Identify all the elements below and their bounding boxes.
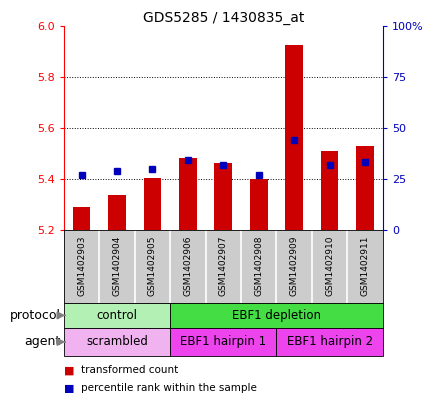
Text: GSM1402905: GSM1402905	[148, 236, 157, 296]
Text: percentile rank within the sample: percentile rank within the sample	[81, 383, 257, 393]
Bar	[321, 151, 338, 230]
Bar	[276, 328, 383, 356]
Text: GSM1402904: GSM1402904	[113, 236, 121, 296]
Text: EBF1 depletion: EBF1 depletion	[232, 309, 321, 322]
Bar	[64, 303, 170, 328]
Bar	[170, 328, 276, 356]
Text: control: control	[96, 309, 137, 322]
Bar	[73, 207, 90, 230]
Title: GDS5285 / 1430835_at: GDS5285 / 1430835_at	[143, 11, 304, 24]
Text: GSM1402910: GSM1402910	[325, 236, 334, 296]
Text: protocol: protocol	[10, 309, 61, 322]
Text: transformed count: transformed count	[81, 365, 178, 375]
Bar	[64, 328, 170, 356]
Bar	[179, 158, 197, 230]
Bar	[214, 163, 232, 230]
Bar	[108, 195, 126, 230]
Bar	[170, 303, 383, 328]
Text: ■: ■	[64, 365, 74, 375]
Text: GSM1402903: GSM1402903	[77, 236, 86, 296]
Text: GSM1402907: GSM1402907	[219, 236, 228, 296]
Text: GSM1402909: GSM1402909	[290, 236, 299, 296]
Text: GSM1402911: GSM1402911	[360, 236, 370, 296]
Bar	[250, 179, 268, 230]
Text: scrambled: scrambled	[86, 335, 148, 349]
Text: GSM1402908: GSM1402908	[254, 236, 263, 296]
Bar	[356, 146, 374, 230]
Text: ■: ■	[64, 383, 74, 393]
Text: EBF1 hairpin 1: EBF1 hairpin 1	[180, 335, 266, 349]
Text: GSM1402906: GSM1402906	[183, 236, 192, 296]
Text: agent: agent	[24, 335, 61, 349]
Bar	[143, 178, 161, 230]
Text: EBF1 hairpin 2: EBF1 hairpin 2	[286, 335, 373, 349]
Bar	[285, 45, 303, 230]
